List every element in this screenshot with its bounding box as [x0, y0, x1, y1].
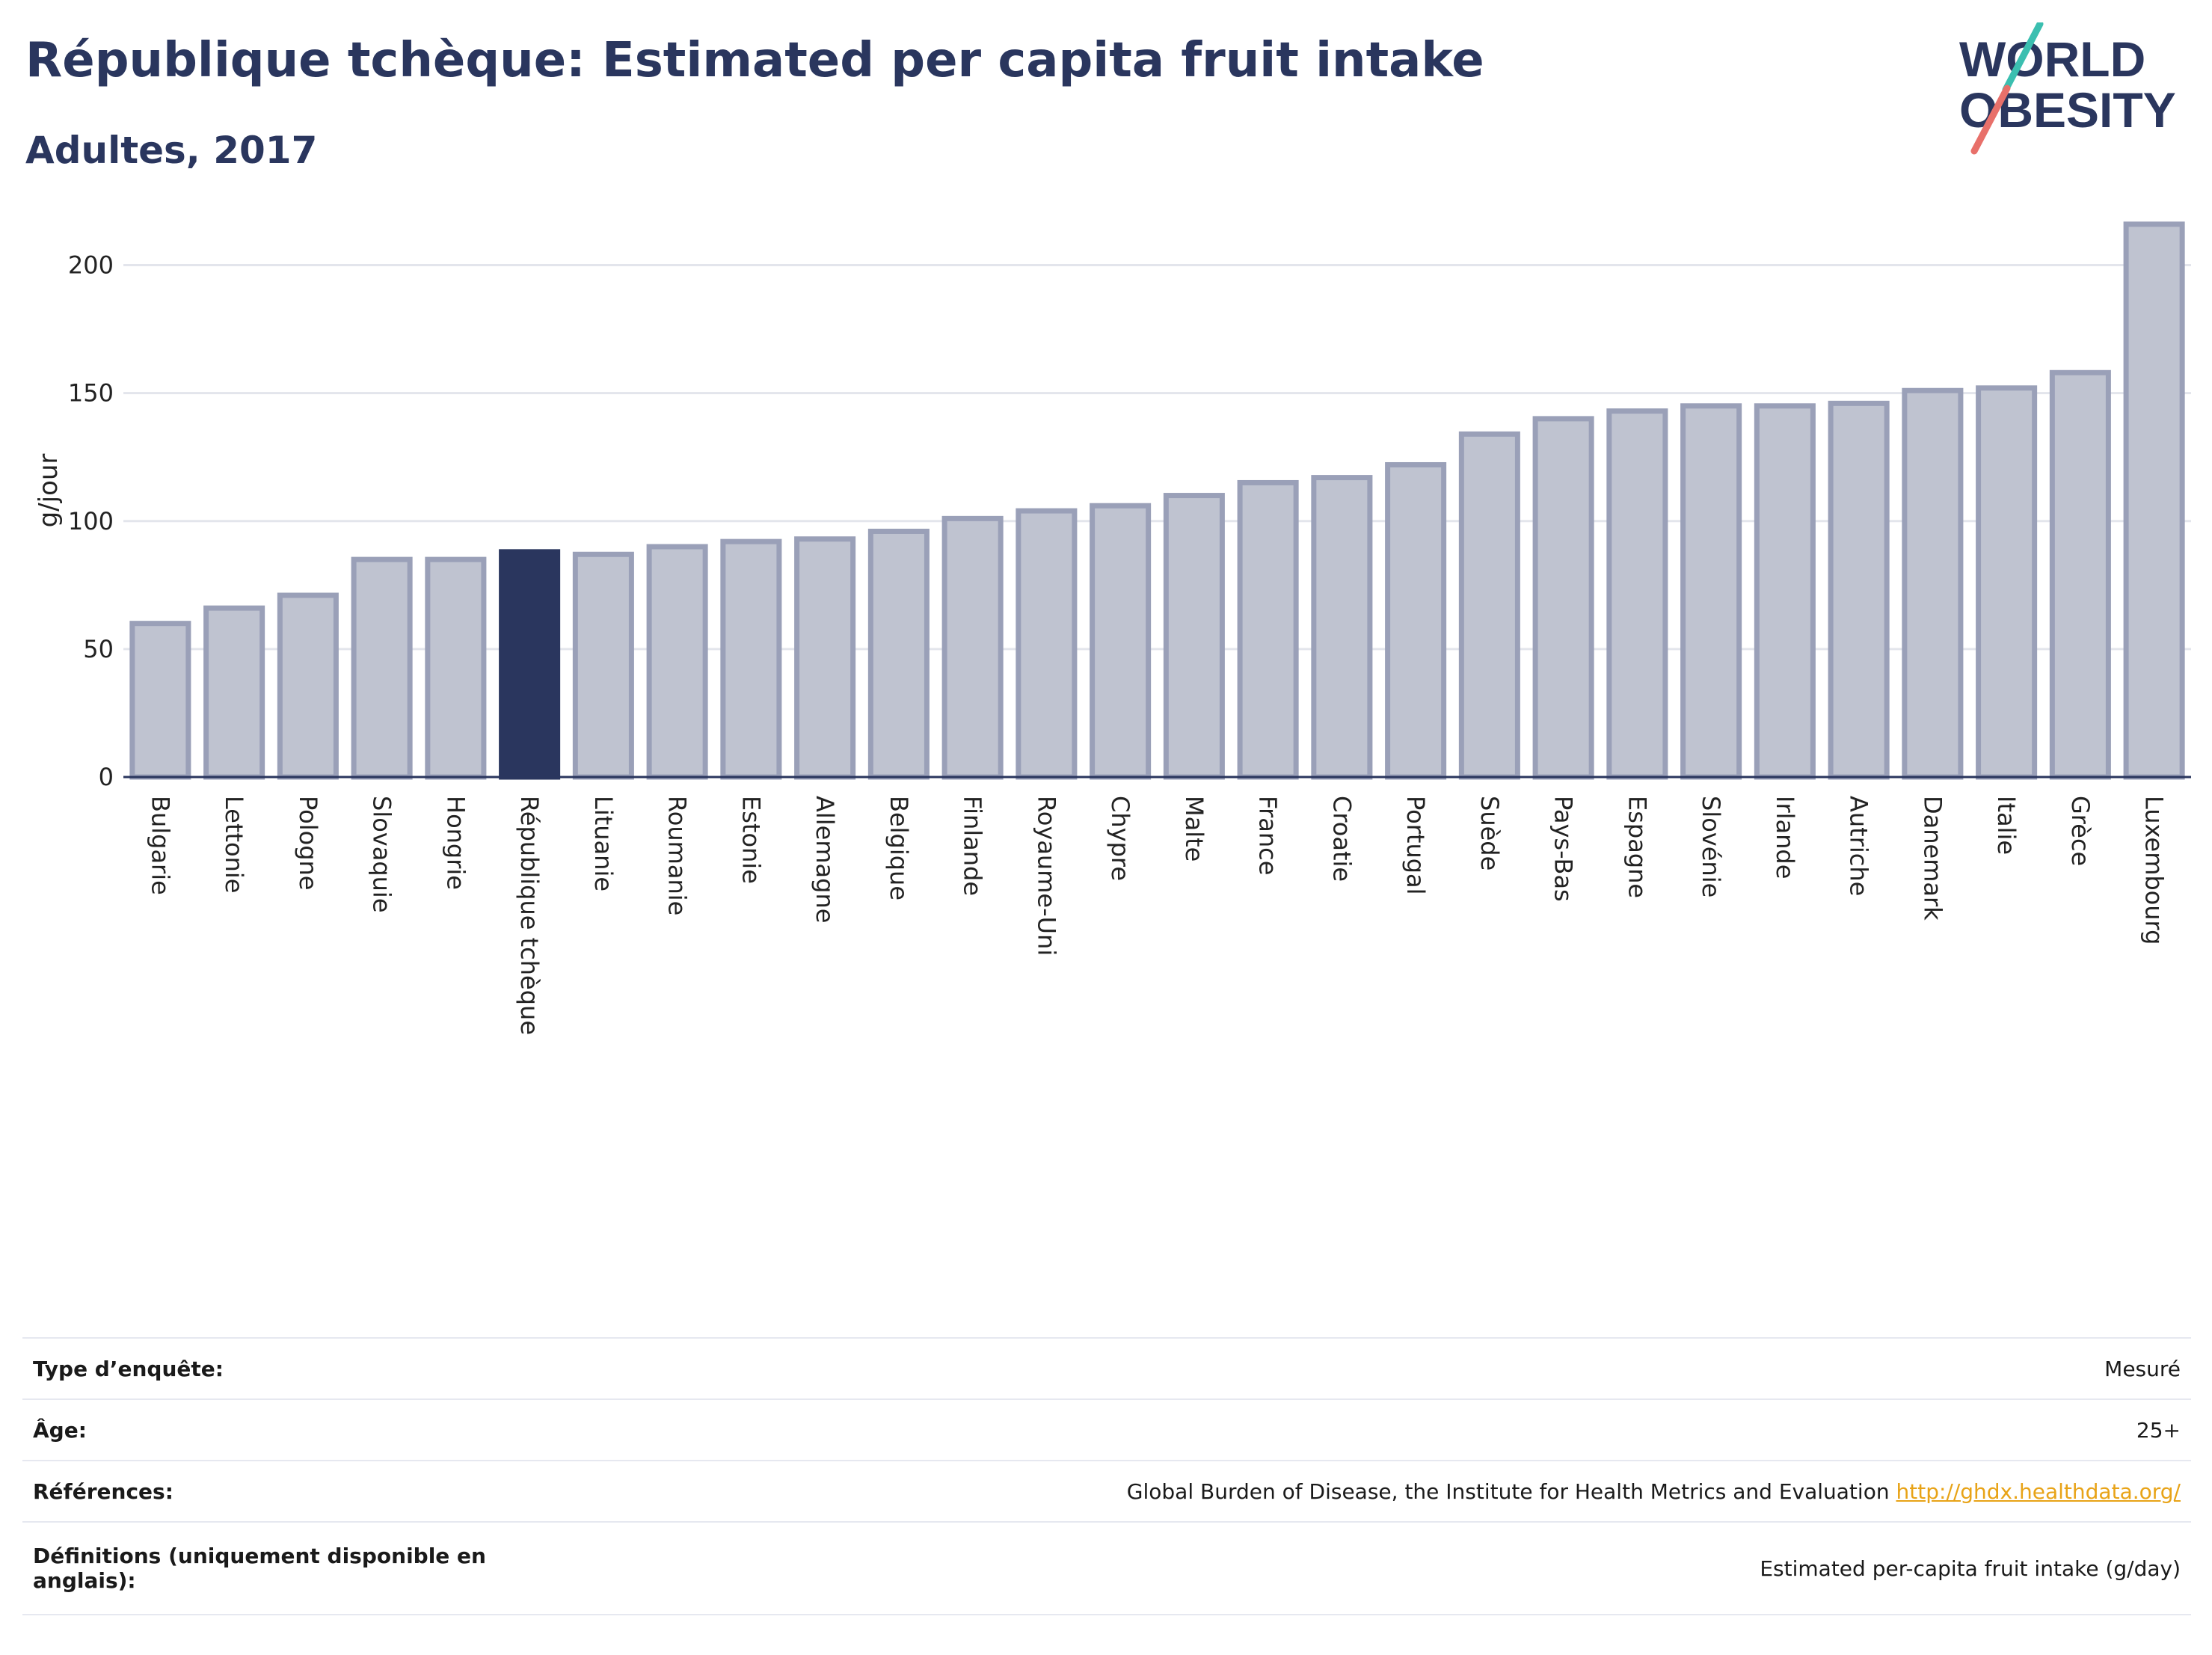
x-category-label: Pologne: [294, 796, 322, 890]
y-tick-label: 0: [99, 763, 114, 791]
bar-pologne: [277, 592, 339, 780]
logo-word-world: WORLD: [1959, 31, 2145, 87]
bar-gr-ce: [2049, 369, 2111, 780]
x-category-label: Italie: [1992, 796, 2021, 855]
x-category-label: Slovaquie: [368, 796, 396, 913]
bar-chypre: [1090, 503, 1152, 780]
y-axis-ticks: 0 50 100 150 200: [68, 251, 114, 791]
bar-finlande: [941, 515, 1004, 780]
x-category-label: Portugal: [1401, 796, 1430, 895]
y-axis-title: g/jour: [34, 454, 64, 528]
bar-lettonie: [203, 605, 265, 780]
x-category-label: Roumanie: [663, 796, 692, 915]
x-category-label: Slovénie: [1697, 796, 1725, 897]
y-tick-label: 200: [68, 251, 114, 280]
info-row-age: Âge: 25+: [22, 1398, 2191, 1461]
bar-estonie: [720, 538, 782, 780]
bar-roumanie: [646, 544, 708, 780]
info-row-references: Références: Global Burden of Disease, th…: [22, 1460, 2191, 1522]
x-category-label: Suède: [1475, 796, 1504, 871]
bar-chart: 0 50 100 150 200 Bulgarie Lettonie Pologne Slov…: [34, 221, 2191, 1035]
y-tick-label: 150: [68, 379, 114, 408]
chart-title: République tchèque: Estimated per capita…: [25, 33, 1484, 88]
bar-royaume-uni: [1016, 508, 1078, 780]
info-label: Références:: [22, 1460, 522, 1522]
y-tick-label: 100: [68, 507, 114, 535]
x-category-label: Royaume-Uni: [1032, 796, 1060, 956]
bar-croatie: [1311, 475, 1373, 780]
x-category-label: Autriche: [1845, 796, 1873, 896]
bar-bulgarie: [129, 621, 191, 780]
x-category-label: Espagne: [1623, 796, 1651, 898]
info-value: Global Burden of Disease, the Institute …: [522, 1460, 2191, 1522]
x-category-label: Belgique: [885, 796, 913, 900]
info-row-survey-type: Type d’enquête: Mesuré: [22, 1337, 2191, 1399]
x-axis-category-labels: Bulgarie Lettonie Pologne Slovaquie Hongrie R…: [146, 796, 2168, 1035]
chart-subtitle: Adultes, 2017: [25, 129, 318, 172]
x-category-label: Allemagne: [811, 796, 839, 923]
bar-su-de: [1458, 431, 1520, 780]
bar-pays-bas: [1532, 416, 1594, 780]
x-category-label: Chypre: [1106, 796, 1134, 881]
bar-belgique: [867, 528, 930, 780]
x-category-label: France: [1254, 796, 1282, 875]
bar-slov-nie: [1680, 403, 1742, 780]
x-category-label: Pays-Bas: [1549, 796, 1578, 902]
bar-r-publique-tch-que: [499, 549, 561, 780]
logo-slash-coral: [1970, 85, 2011, 155]
x-category-label: Croatie: [1327, 796, 1356, 882]
info-row-definitions: Définitions (uniquement disponible en an…: [22, 1521, 2191, 1615]
x-category-label: Danemark: [1918, 796, 1947, 921]
reference-link[interactable]: http://ghdx.healthdata.org/: [1896, 1479, 2181, 1504]
info-value: Mesuré: [522, 1337, 2191, 1399]
x-category-label: Lettonie: [220, 796, 248, 893]
bar-lituanie: [572, 551, 634, 780]
bar-slovaquie: [351, 556, 413, 780]
x-category-label: Luxembourg: [2140, 796, 2169, 945]
logo-slash-teal: [2002, 22, 2044, 93]
x-category-label: Lituanie: [589, 796, 618, 891]
info-label: Type d’enquête:: [22, 1337, 522, 1399]
bar-autriche: [1828, 400, 1890, 780]
bar-luxembourg: [2123, 221, 2185, 780]
bar-malte: [1163, 493, 1225, 780]
x-category-label: Hongrie: [441, 796, 470, 890]
bar-irlande: [1754, 403, 1816, 780]
world-obesity-logo: WORLD OBESITY: [1959, 22, 2176, 155]
bar-allemagne: [794, 536, 856, 780]
info-value: Estimated per-capita fruit intake (g/day…: [522, 1521, 2191, 1615]
x-category-label: Estonie: [737, 796, 765, 884]
bar-portugal: [1385, 461, 1447, 780]
x-category-label: République tchèque: [515, 796, 544, 1035]
bar-espagne: [1606, 408, 1668, 780]
reference-text: Global Burden of Disease, the Institute …: [1126, 1479, 1890, 1504]
x-category-label: Grèce: [2066, 796, 2095, 866]
bar-danemark: [1902, 387, 1964, 780]
x-category-label: Bulgarie: [146, 796, 174, 895]
y-tick-label: 50: [83, 635, 114, 663]
bar-italie: [1976, 385, 2038, 780]
x-category-label: Finlande: [959, 796, 987, 896]
bars: [129, 221, 2185, 780]
info-label: Définitions (uniquement disponible en an…: [22, 1521, 522, 1615]
info-table: Type d’enquête: Mesuré Âge: 25+ Référenc…: [22, 1337, 2191, 1615]
bar-france: [1237, 479, 1299, 780]
bar-hongrie: [425, 556, 487, 780]
info-label: Âge:: [22, 1398, 522, 1461]
x-category-label: Irlande: [1771, 796, 1799, 879]
info-value: 25+: [522, 1398, 2191, 1461]
x-category-label: Malte: [1180, 796, 1208, 862]
